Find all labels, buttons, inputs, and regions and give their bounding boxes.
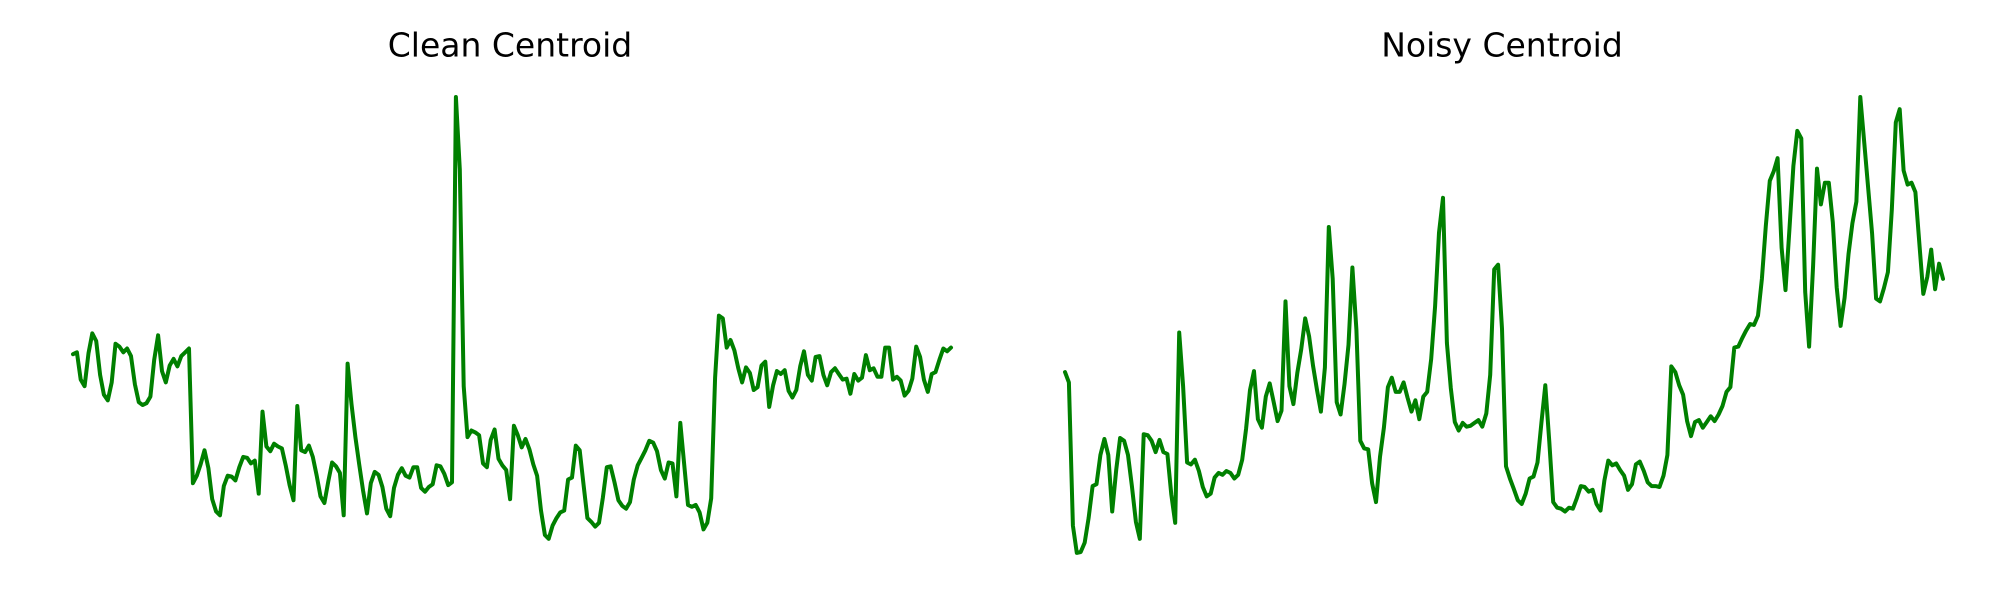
series-line bbox=[1063, 95, 1945, 555]
plot-area bbox=[1063, 95, 1945, 555]
chart-title: Clean Centroid bbox=[388, 26, 633, 65]
chart-title: Noisy Centroid bbox=[1381, 26, 1623, 65]
plot-area bbox=[71, 95, 953, 541]
chart-noisy-centroid: Noisy Centroid bbox=[1063, 26, 1945, 555]
series-line bbox=[71, 95, 953, 541]
chart-clean-centroid: Clean Centroid bbox=[71, 26, 953, 541]
